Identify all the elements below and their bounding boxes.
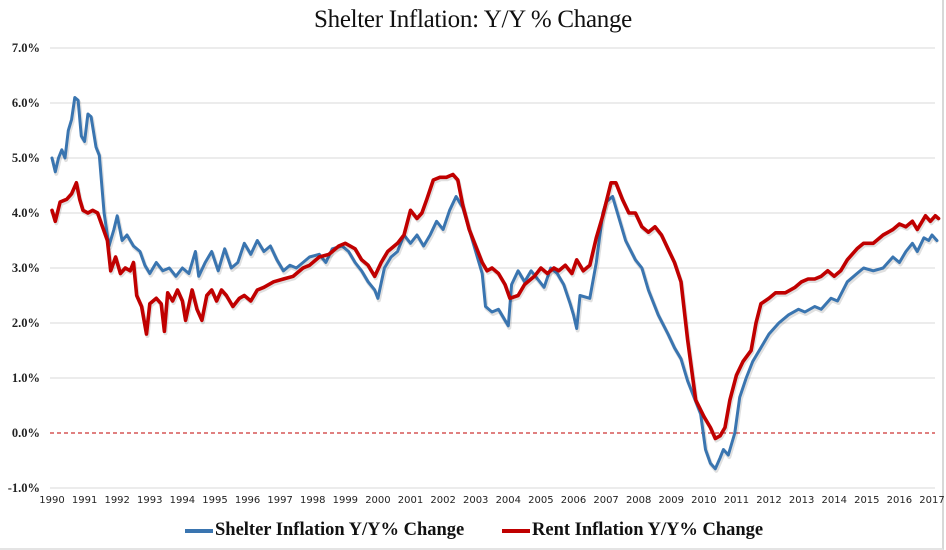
x-tick-label: 2012 (756, 495, 781, 506)
y-tick-label: -1.0% (8, 481, 40, 495)
y-tick-label: 7.0% (12, 41, 40, 55)
legend-label-shelter: Shelter Inflation Y/Y% Change (215, 520, 465, 540)
x-tick-label: 1992 (104, 495, 129, 506)
x-tick-label: 2009 (659, 495, 684, 506)
x-tick-label: 1993 (137, 495, 162, 506)
x-tick-label: 1996 (235, 495, 260, 506)
x-tick-label: 2014 (821, 495, 846, 506)
x-tick-label: 2001 (398, 495, 423, 506)
x-tick-label: 2007 (593, 495, 618, 506)
chart-legend: Shelter Inflation Y/Y% Change Rent Infla… (0, 520, 946, 544)
x-tick-label: 2006 (561, 495, 586, 506)
x-tick-label: 2005 (528, 495, 553, 506)
chart-title: Shelter Inflation: Y/Y % Change (314, 6, 632, 33)
x-tick-label: 2003 (463, 495, 488, 506)
x-tick-label: 2000 (365, 495, 390, 506)
x-tick-label: 2017 (919, 495, 944, 506)
x-tick-label: 1990 (39, 495, 64, 506)
x-tick-label: 1997 (267, 495, 292, 506)
x-tick-label: 2010 (691, 495, 716, 506)
x-tick-label: 2013 (789, 495, 814, 506)
shelter-inflation-line-shadow (51, 97, 940, 473)
y-tick-label: 0.0% (12, 426, 40, 440)
legend-swatch-shelter (185, 528, 213, 533)
y-tick-label: 3.0% (12, 261, 40, 275)
x-tick-label: 2008 (626, 495, 651, 506)
y-tick-label: 4.0% (12, 206, 40, 220)
x-tick-label: 2016 (887, 495, 912, 506)
rent-inflation-line-shadow (51, 174, 941, 443)
legend-item-shelter: Shelter Inflation Y/Y% Change (185, 520, 464, 541)
x-tick-label: 1991 (72, 495, 97, 506)
x-tick-label: 1994 (170, 495, 195, 506)
x-tick-label: 1999 (333, 495, 358, 506)
x-tick-label: 1995 (202, 495, 227, 506)
x-tick-label: 2002 (430, 495, 455, 506)
y-tick-label: 6.0% (12, 96, 40, 110)
x-tick-label: 2015 (854, 495, 879, 506)
y-tick-label: 2.0% (12, 316, 40, 330)
legend-label-rent: Rent Inflation Y/Y% Change (532, 520, 764, 540)
legend-item-rent: Rent Inflation Y/Y% Change (502, 520, 763, 541)
y-tick-label: 5.0% (12, 151, 40, 165)
y-tick-label: 1.0% (12, 371, 40, 385)
rent-inflation-line (50, 172, 941, 441)
x-tick-label: 1998 (300, 495, 325, 506)
legend-swatch-rent (502, 528, 530, 533)
x-tick-label: 2011 (724, 495, 749, 506)
x-tick-label: 2004 (496, 495, 521, 506)
